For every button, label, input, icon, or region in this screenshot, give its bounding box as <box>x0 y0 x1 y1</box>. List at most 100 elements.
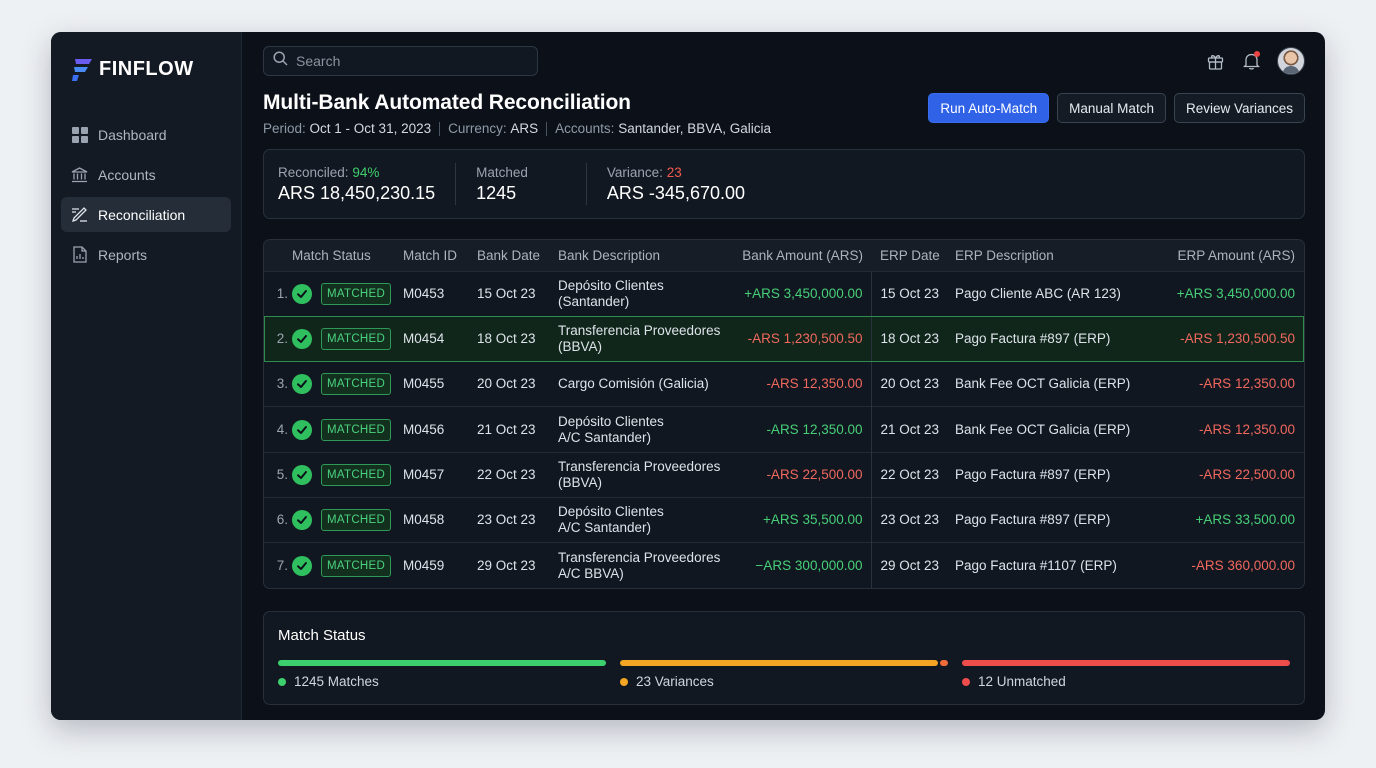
matched-label: Matched <box>476 164 528 180</box>
table-row[interactable]: 1. MATCHED M0453 15 Oct 23 Depósito Clientes… <box>264 271 1304 317</box>
bank-date: 15 Oct 23 <box>477 285 536 301</box>
column-header-erp-amount[interactable]: ERP Amount (ARS) <box>1177 247 1295 263</box>
top-bar <box>263 32 1305 90</box>
match-id[interactable]: M0454 <box>403 330 445 346</box>
erp-amount: -ARS 360,000.00 <box>1191 557 1295 573</box>
match-status-cell: MATCHED <box>292 418 403 441</box>
variance-stat: Variance: 23 ARS -345,670.00 <box>607 165 765 204</box>
bank-description: Depósito Clientes (Santander) <box>558 271 723 316</box>
column-header-erp-date[interactable]: ERP Date <box>880 247 940 263</box>
search-box[interactable] <box>263 46 538 76</box>
reconciled-label: Reconciled: <box>278 164 349 180</box>
page-title: Multi-Bank Automated Reconciliation <box>263 91 631 114</box>
erp-date: 21 Oct 23 <box>880 421 940 437</box>
main-content: Multi-Bank Automated Reconciliation Peri… <box>242 32 1325 720</box>
row-number: 5. <box>276 466 288 482</box>
review-variances-button[interactable]: Review Variances <box>1173 93 1305 123</box>
match-status-title: Match Status <box>278 627 366 645</box>
check-circle-icon <box>292 419 312 440</box>
row-number: 1. <box>276 285 288 301</box>
match-status-cell: MATCHED <box>292 509 403 532</box>
sidebar-nav: Dashboard Accounts Reconciliation Report… <box>61 117 231 272</box>
column-header-bank-amount[interactable]: Bank Amount (ARS) <box>742 247 863 263</box>
stat-divider <box>585 163 587 205</box>
dashboard-icon <box>71 126 88 143</box>
status-badge: MATCHED <box>321 373 392 396</box>
sidebar-item-reconciliation[interactable]: Reconciliation <box>61 197 231 232</box>
match-status-cell: MATCHED <box>292 373 403 396</box>
match-id[interactable]: M0453 <box>403 285 445 301</box>
status-badge: MATCHED <box>321 463 392 486</box>
erp-date: 18 Oct 23 <box>880 330 940 346</box>
bank-description: Depósito Clientes A/C Santander) <box>558 497 723 542</box>
sidebar-item-reports[interactable]: Reports <box>61 237 231 272</box>
variance-count: 23 <box>666 164 682 180</box>
status-badge: MATCHED <box>321 554 392 577</box>
reconciled-stat: Reconciled: 94% ARS 18,450,230.15 <box>278 165 455 204</box>
column-header-bank-description[interactable]: Bank Description <box>558 247 661 263</box>
match-id[interactable]: M0456 <box>403 421 445 437</box>
unmatched-label: 12 Unmatched <box>978 674 1066 690</box>
sidebar-item-label: Reports <box>98 246 148 263</box>
bank-description-line-1: Depósito Clientes <box>558 504 664 520</box>
meta-divider <box>439 121 441 136</box>
sidebar-item-label: Reconciliation <box>98 206 186 223</box>
check-circle-icon <box>292 328 312 349</box>
gift-icon[interactable] <box>1205 51 1225 71</box>
erp-description: Pago Cliente ABC (AR 123) <box>955 285 1121 301</box>
column-header-bank-date[interactable]: Bank Date <box>477 247 541 263</box>
avatar[interactable] <box>1277 47 1305 75</box>
match-id[interactable]: M0458 <box>403 512 445 528</box>
match-id[interactable]: M0459 <box>403 557 445 573</box>
table-header-row: Match Status Match ID Bank Date Bank Des… <box>264 240 1304 271</box>
period-value: Oct 1 - Oct 31, 2023 <box>309 121 432 136</box>
reconcile-icon <box>71 206 88 223</box>
reconciliation-table: Match Status Match ID Bank Date Bank Des… <box>263 239 1305 590</box>
search-input[interactable] <box>296 53 516 69</box>
bank-amount: -ARS 22,500.00 <box>723 452 872 498</box>
column-header-index <box>264 240 292 271</box>
brand-name: FINFLOW <box>99 57 194 80</box>
erp-date: 29 Oct 23 <box>880 557 940 573</box>
status-badge: MATCHED <box>321 327 392 350</box>
brand-logo[interactable]: FINFLOW <box>71 55 231 83</box>
bank-date: 29 Oct 23 <box>477 557 536 573</box>
bank-description-line-2: (BBVA) <box>558 338 603 354</box>
run-auto-match-button[interactable]: Run Auto-Match <box>928 93 1050 123</box>
table-row[interactable]: 4. MATCHED M0456 21 Oct 23 Depósito Clientes… <box>264 406 1304 453</box>
table-row[interactable]: 5. MATCHED M0457 22 Oct 23 Transferencia Pro… <box>264 452 1304 498</box>
status-badge: MATCHED <box>321 282 392 305</box>
erp-amount: +ARS 3,450,000.00 <box>1176 285 1295 301</box>
erp-date: 20 Oct 23 <box>880 376 940 392</box>
table-row[interactable]: 6. MATCHED M0458 23 Oct 23 Depósito Clientes… <box>264 497 1304 543</box>
bank-description-line-1: Transferencia Proveedores <box>558 458 721 474</box>
match-status-cell: MATCHED <box>292 554 403 577</box>
notification-bell-icon[interactable] <box>1241 51 1261 71</box>
sidebar-item-dashboard[interactable]: Dashboard <box>61 117 231 152</box>
column-header-match-status[interactable]: Match Status <box>292 247 371 263</box>
sidebar: FINFLOW Dashboard Accounts Reconciliatio… <box>51 32 242 720</box>
reconciled-amount: ARS 18,450,230.15 <box>278 182 436 203</box>
bank-description-line-1: Cargo Comisión (Galicia) <box>558 376 709 392</box>
check-circle-icon <box>292 510 312 531</box>
table-row[interactable]: 2. MATCHED M0454 18 Oct 23 Transferencia Pro… <box>264 316 1304 362</box>
erp-description: Pago Factura #897 (ERP) <box>955 466 1111 482</box>
summary-card: Reconciled: 94% ARS 18,450,230.15 Matche… <box>263 149 1305 219</box>
sidebar-item-accounts[interactable]: Accounts <box>61 157 231 192</box>
bank-description: Transferencia Proveedores (BBVA) <box>558 316 723 361</box>
table-row[interactable]: 7. MATCHED M0459 29 Oct 23 Transferencia Pro… <box>264 542 1304 589</box>
unmatched-segment: 12 Unmatched <box>962 660 1290 689</box>
bank-description-line-1: Transferencia Proveedores <box>558 549 721 565</box>
column-header-erp-description[interactable]: ERP Description <box>955 247 1054 263</box>
bank-description: Depósito Clientes A/C Santander) <box>558 407 723 452</box>
table-row[interactable]: 3. MATCHED M0455 20 Oct 23 Cargo Comisión (G… <box>264 361 1304 407</box>
stat-divider <box>455 163 457 205</box>
match-id[interactable]: M0455 <box>403 376 445 392</box>
manual-match-button[interactable]: Manual Match <box>1057 93 1166 123</box>
match-id[interactable]: M0457 <box>403 466 445 482</box>
bank-description: Transferencia Proveedores A/C BBVA) <box>558 543 723 588</box>
sidebar-item-label: Dashboard <box>98 126 167 143</box>
period-label: Period: <box>263 121 306 136</box>
matched-value: 1245 <box>476 182 517 203</box>
column-header-match-id[interactable]: Match ID <box>403 247 458 263</box>
